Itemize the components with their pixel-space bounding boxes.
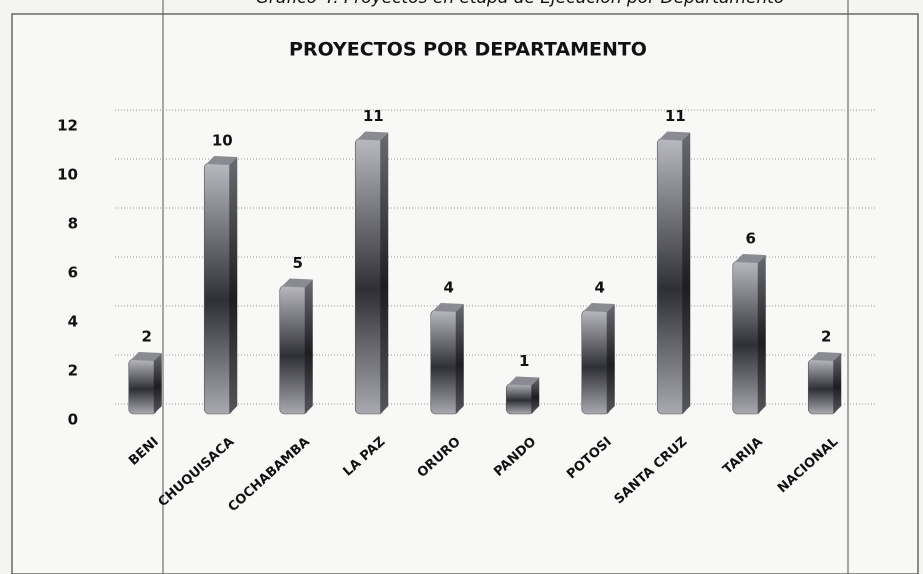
bar-front [732,260,762,415]
y-tick-label: 12 [57,117,78,135]
bar-top [659,131,691,141]
bar [656,131,691,415]
bar-front [581,309,611,415]
bar-front [354,138,384,415]
bar [203,156,238,415]
bar [807,352,842,415]
bar [732,254,766,415]
bar-top [432,303,464,312]
value-label: 4 [595,279,605,297]
bar-front [430,309,460,415]
bar-top [281,278,313,288]
y-tick-label: 2 [68,362,78,380]
bar [505,376,540,415]
bar-front [279,285,309,415]
bar-side [833,353,842,414]
value-label: 1 [519,352,529,370]
bar-top [583,303,615,312]
value-label: 6 [746,230,756,248]
chart-title: PROYECTOS POR DEPARTAMENTO [289,39,647,61]
bar-side [304,279,313,414]
bar-side [606,304,615,414]
y-tick-label: 4 [68,313,78,331]
bar-top [810,352,842,361]
bar-top [734,254,766,263]
bar [354,131,389,415]
bar-side [380,132,389,414]
bar-top [357,131,389,141]
bar-front [203,162,233,415]
bar-side [455,304,464,414]
bar-front [505,383,535,415]
value-label: 11 [363,107,384,125]
bar-side [682,132,691,414]
bar-front [807,358,837,415]
bar-side [531,377,540,414]
bar [430,303,464,415]
bar [128,352,162,415]
y-tick-label: 0 [68,411,78,429]
bar-top [508,376,540,386]
caption: Gráfico 4. Proyectos en etapa de Ejecuci… [256,0,785,8]
y-tick-label: 10 [57,166,78,184]
value-label: 2 [821,328,831,346]
bar-side [757,255,766,414]
bar [581,303,615,415]
y-tick-label: 8 [68,215,78,233]
bar-side [153,353,162,414]
value-label: 2 [142,328,152,346]
bar-top [130,352,162,361]
value-label: 4 [444,279,454,297]
bar-side [229,157,238,414]
value-label: 5 [293,254,303,272]
bar-front [656,138,686,415]
value-label: 10 [212,132,233,150]
bar-top [206,156,238,165]
bar [279,278,313,415]
bar-front [128,358,158,415]
value-label: 11 [665,107,686,125]
y-tick-label: 6 [68,264,78,282]
